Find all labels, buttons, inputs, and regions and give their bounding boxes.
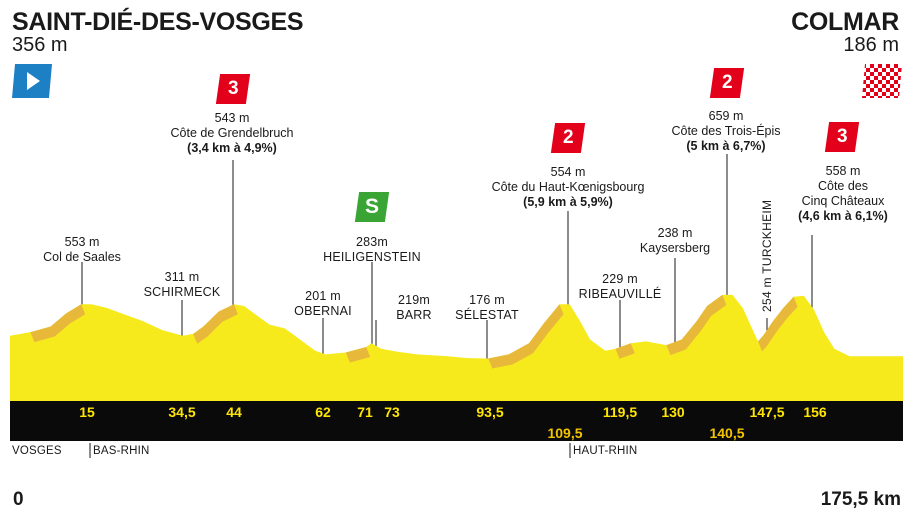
climb-label: 543 m Côte de Grendelbruch (3,4 km à 4,9%) bbox=[170, 111, 294, 155]
start-city: SAINT-DIÉ-DES-VOSGES bbox=[12, 8, 304, 36]
km-mark-summit: 109,5 bbox=[547, 425, 583, 441]
km-mark: 34,5 bbox=[168, 404, 196, 420]
town-label: 311 m SCHIRMECK bbox=[143, 270, 221, 299]
km-mark-summit: 140,5 bbox=[709, 425, 745, 441]
town-label: 201 m OBERNAI bbox=[294, 289, 352, 318]
km-mark: 44 bbox=[226, 404, 242, 420]
climb-label: 659 m Côte des Trois-Épis (5 km à 6,7%) bbox=[671, 109, 781, 153]
climb-label: 558 m Côte des Cinq Châteaux (4,6 km à 6,1%… bbox=[798, 164, 888, 223]
town-label: 229 m RIBEAUVILLÉ bbox=[578, 272, 662, 301]
climb-category-badge: 3 bbox=[215, 74, 251, 104]
town-label: 176 m SÉLESTAT bbox=[455, 293, 519, 322]
town-label: 219m BARR bbox=[396, 293, 432, 322]
km-mark: 15 bbox=[79, 404, 95, 420]
department-label: BAS-RHIN bbox=[93, 445, 150, 457]
town-label-vertical: 254 m TURCKHEIM bbox=[760, 199, 774, 312]
department-label: HAUT-RHIN bbox=[573, 445, 638, 457]
distance-start: 0 bbox=[13, 489, 24, 510]
profile-climb-shading bbox=[30, 294, 798, 369]
climb-category-badge: 2 bbox=[709, 68, 745, 98]
start-altitude: 356 m bbox=[12, 34, 68, 56]
km-mark: 73 bbox=[384, 404, 400, 420]
km-mark: 119,5 bbox=[602, 404, 638, 420]
sprint-icon: S bbox=[354, 192, 390, 222]
town-label: 553 m Col de Saales bbox=[43, 235, 121, 264]
start-flag-icon bbox=[12, 64, 52, 103]
sprint-label: 283m HEILIGENSTEIN bbox=[323, 235, 421, 264]
km-mark: 93,5 bbox=[476, 404, 504, 420]
km-mark: 156 bbox=[803, 404, 827, 420]
department-label: VOSGES bbox=[12, 445, 62, 457]
finish-city: COLMAR bbox=[791, 8, 899, 36]
town-label: 238 m Kaysersberg bbox=[639, 226, 711, 255]
distance-band bbox=[10, 401, 903, 441]
climb-category-badge: 3 bbox=[824, 122, 860, 152]
profile-fill bbox=[10, 294, 903, 401]
km-mark: 130 bbox=[661, 404, 685, 420]
km-mark: 62 bbox=[315, 404, 331, 420]
climb-category-badge: 2 bbox=[550, 123, 586, 153]
climb-label: 554 m Côte du Haut-Kœnigsbourg (5,9 km à 5… bbox=[491, 165, 645, 209]
km-mark: 147,5 bbox=[749, 404, 785, 420]
finish-altitude: 186 m bbox=[843, 34, 899, 56]
finish-flag-icon bbox=[862, 64, 902, 103]
distance-end: 175,5 km bbox=[820, 489, 901, 510]
km-mark: 71 bbox=[357, 404, 373, 420]
